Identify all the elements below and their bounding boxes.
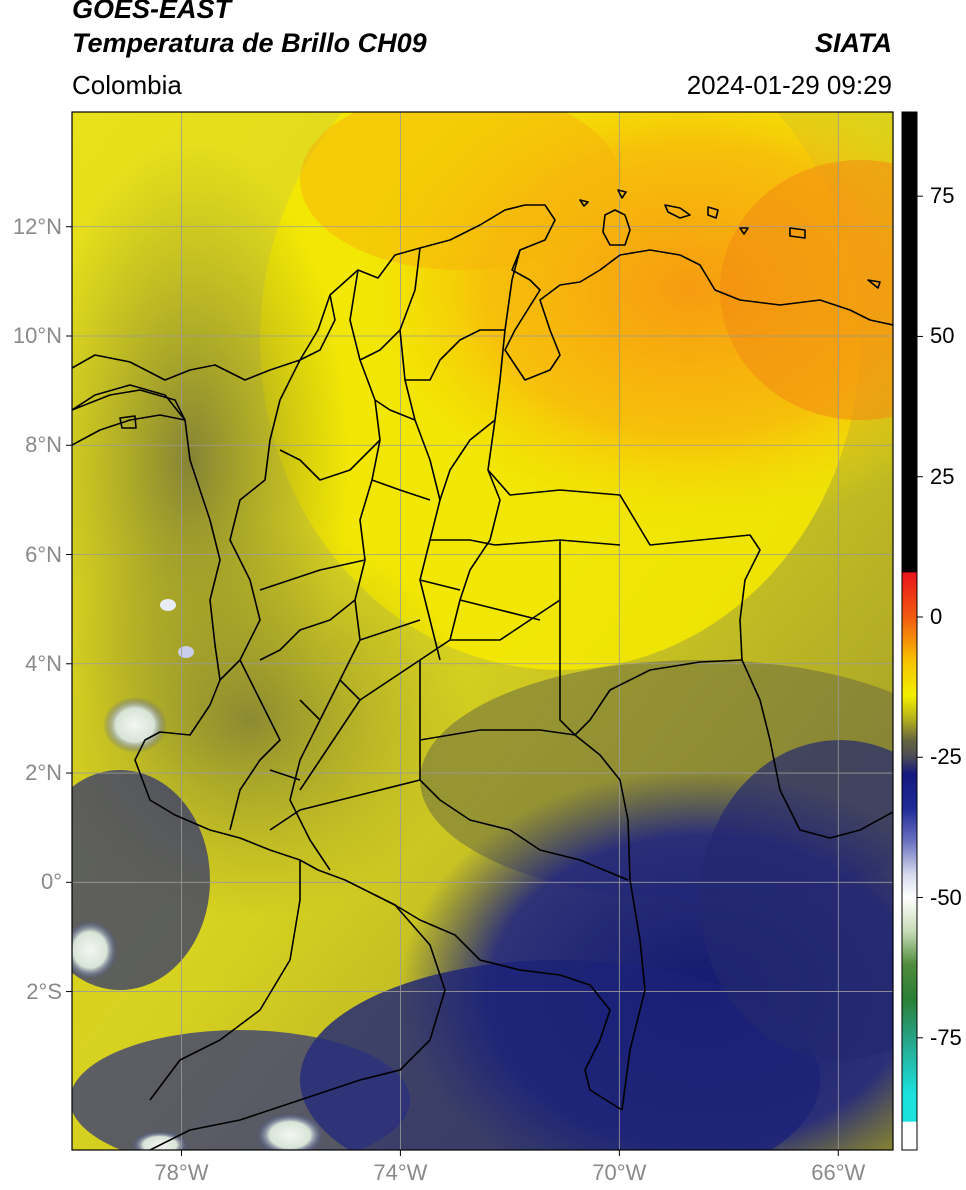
colorbar-label: -75 — [930, 1024, 962, 1050]
country-borders — [72, 189, 893, 1150]
timestamp-label: 2024-01-29 09:29 — [686, 70, 892, 100]
colorbar-label: -25 — [930, 744, 962, 770]
brightness-temperature-field — [72, 112, 893, 1150]
colorbar — [902, 112, 917, 1150]
latitude-label: 6°N — [25, 541, 62, 567]
longitude-label: 70°W — [592, 1160, 647, 1185]
colorbar-label: 0 — [930, 603, 943, 629]
colorbar-ticks — [917, 195, 923, 1039]
lat-lon-grid — [72, 112, 893, 1150]
satellite-title: GOES-EAST — [72, 0, 232, 24]
colorbar-label: 25 — [930, 463, 955, 489]
region-label: Colombia — [72, 70, 182, 100]
organization-label: SIATA — [815, 28, 892, 58]
latitude-label: 2°S — [26, 978, 62, 1004]
colorbar-label: 75 — [930, 183, 955, 209]
latitude-label: 8°N — [25, 432, 62, 458]
map-frame — [71, 111, 894, 1151]
latitude-label: 2°N — [25, 760, 62, 786]
axis-ticks — [66, 226, 839, 1156]
colorbar-label: 50 — [930, 323, 955, 349]
colorbar-label: -50 — [930, 884, 962, 910]
latitude-label: 12°N — [12, 213, 62, 239]
latitude-label: 10°N — [12, 322, 62, 348]
latitude-label: 0° — [40, 869, 62, 895]
product-title: Temperatura de Brillo CH09 — [72, 28, 427, 58]
longitude-label: 74°W — [373, 1160, 428, 1185]
colorbar-frame — [901, 111, 918, 1151]
latitude-label: 4°N — [25, 650, 62, 676]
longitude-label: 66°W — [811, 1160, 866, 1185]
longitude-label: 78°W — [154, 1160, 209, 1185]
